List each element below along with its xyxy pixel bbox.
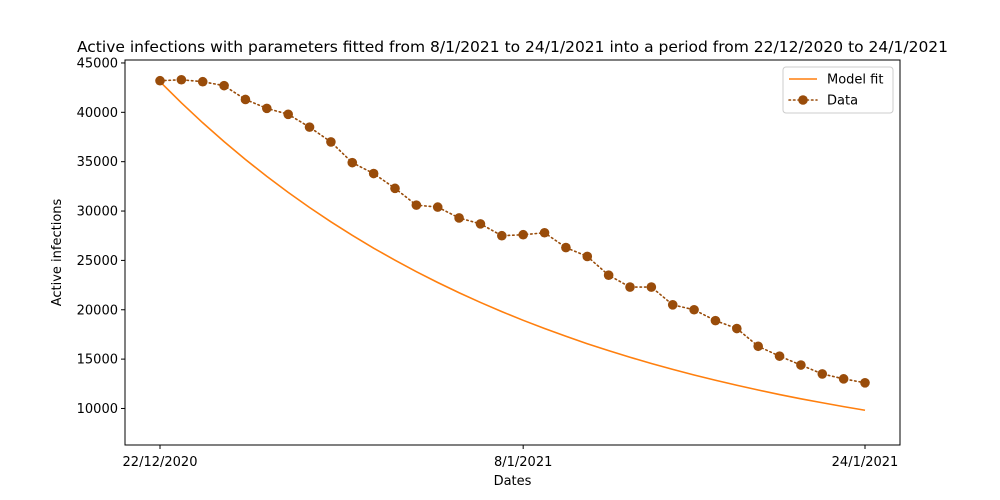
data-point [838,374,849,384]
y-tick-label: 30000 [77,205,118,220]
data-point [753,341,763,352]
y-tick-label: 10000 [77,402,118,417]
data-point [603,270,614,281]
data-point [689,304,699,315]
data-point [860,378,870,388]
data-point [774,351,785,361]
data-point [240,94,251,105]
data-point [155,75,165,86]
data-point [732,323,742,334]
data-point [283,109,293,120]
y-tick-label: 45000 [77,56,118,71]
data-point [667,300,678,310]
y-tick-label: 25000 [77,254,118,269]
data-point [390,183,400,194]
plot-area [124,59,901,446]
x-tick-label: 8/1/2021 [494,455,552,470]
data-point [304,122,315,132]
data-point [219,80,229,91]
data-point [454,213,464,223]
data-point [347,157,358,168]
x-tick-label: 24/1/2021 [832,455,899,470]
data-point [796,360,806,370]
data-point [539,227,550,238]
data-point [625,282,635,292]
data-point [561,242,571,253]
data-point [582,251,593,262]
data-point [432,202,443,212]
y-axis-label: Active infections [50,198,65,306]
y-tick-label: 15000 [77,353,118,368]
data-point [497,230,507,241]
data-point [518,229,528,240]
data-point [710,315,721,326]
y-tick-label: 35000 [77,155,118,170]
data-point [411,200,422,210]
chart-title: Active infections with parameters fitted… [77,38,948,56]
data-point [646,282,657,292]
data-point [475,219,486,229]
legend-label: Model fit [827,73,883,88]
data-point [262,103,272,114]
series-line-data [159,78,866,384]
y-tick-label: 40000 [77,106,118,121]
data-point [197,76,208,87]
data-point [326,137,336,147]
legend-marker [798,95,808,105]
x-tick-label: 22/12/2020 [123,455,198,470]
series-line-model-fit [159,81,866,412]
data-point [368,168,379,179]
x-axis-label: Dates [494,474,532,489]
legend-label: Data [827,94,858,109]
data-point [817,369,828,379]
data-point [176,74,187,85]
y-tick-label: 20000 [77,303,118,318]
legend: Model fit Data [782,66,894,114]
